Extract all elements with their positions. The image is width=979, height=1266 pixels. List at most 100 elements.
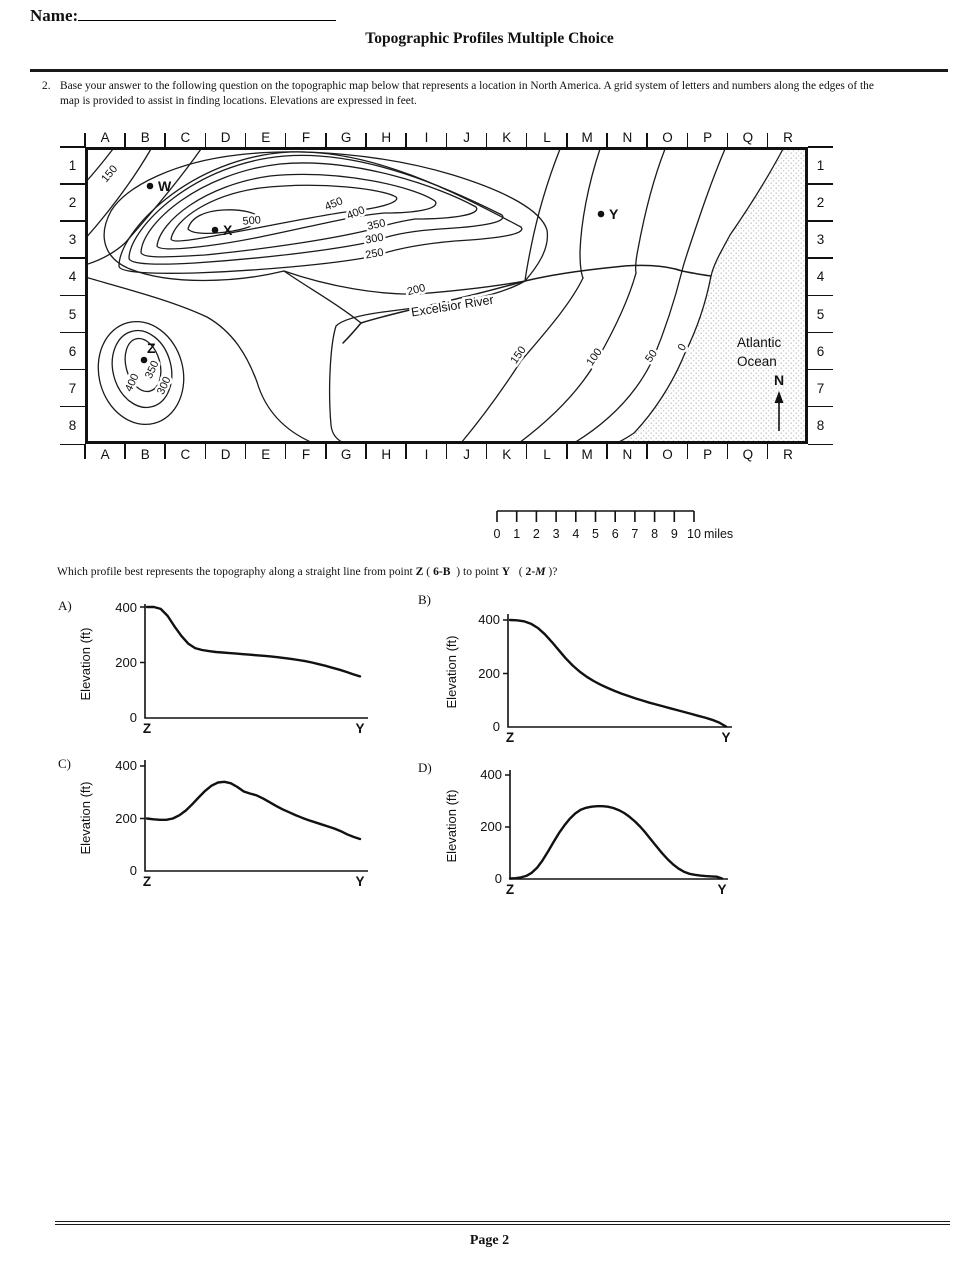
y-axis-label-d: Elevation (ft) — [444, 790, 459, 863]
scale-tick-label: 6 — [612, 527, 619, 541]
point-y-dot — [597, 210, 605, 218]
grid-letter: F — [284, 444, 326, 464]
question-prompt: Which profile best represents the topogr… — [57, 565, 558, 578]
profile-chart-b: B) Elevation (ft) 400 200 0 Z Y — [418, 592, 732, 745]
ocean-label-line2: Ocean — [737, 354, 777, 369]
option-label-d: D) — [418, 760, 432, 775]
option-label-b: B) — [418, 592, 431, 607]
scale-tick-label: 8 — [651, 527, 658, 541]
y-axis-label-c: Elevation (ft) — [78, 782, 93, 855]
contour-label-500: 500 — [242, 214, 261, 228]
ytick-0-c: 0 — [130, 863, 137, 878]
question-number: 2. — [42, 80, 51, 92]
question-intro-text: Base your answer to the following questi… — [60, 80, 874, 107]
scale-unit-label: miles — [704, 527, 733, 541]
scale-tick-label: 9 — [671, 527, 678, 541]
grid-number: 8 — [808, 405, 833, 444]
grid-number: 2 — [808, 183, 833, 221]
grid-number: 2 — [60, 183, 85, 221]
grid-letter: D — [204, 444, 246, 464]
scale-tick-label: 2 — [533, 527, 540, 541]
grid-letter: K — [485, 128, 527, 148]
grid-letter: A — [83, 444, 125, 464]
grid-letter: G — [325, 444, 366, 464]
grid-letter: I — [405, 444, 446, 464]
profile-chart-d: D) Elevation (ft) 400 200 0 Z Y — [418, 760, 728, 897]
ytick-400-d: 400 — [480, 767, 502, 782]
scale-bar: miles 0 1 2 3 4 5 6 7 8 9 10 — [494, 510, 733, 541]
ytick-400-a: 400 — [115, 600, 137, 615]
grid-letter: L — [525, 128, 567, 148]
contour-label-400-z: 400 — [123, 372, 142, 394]
contour-label-150-nw: 150 — [99, 163, 120, 185]
ytick-200-d: 200 — [480, 819, 502, 834]
grid-letter: P — [686, 444, 728, 464]
grid-number: 7 — [60, 368, 85, 407]
grid-letter: Q — [726, 444, 768, 464]
contour-label-250: 250 — [364, 247, 384, 262]
grid-number: 4 — [60, 257, 85, 295]
grid-letter: A — [83, 128, 125, 148]
ytick-200-a: 200 — [115, 655, 137, 670]
prompt-coord-y: 2- — [525, 565, 536, 578]
grid-letter: B — [124, 128, 165, 148]
xlabel-y-a: Y — [355, 721, 364, 736]
contour-label-300-z: 300 — [155, 375, 174, 397]
option-label-c: C) — [58, 756, 71, 771]
grid-number: 4 — [808, 257, 833, 295]
ytick-0-d: 0 — [495, 871, 502, 886]
xlabel-z-c: Z — [143, 874, 151, 889]
prompt-text: Which profile best represents the topogr… — [57, 565, 416, 578]
scale-tick-label: 5 — [592, 527, 599, 541]
grid-letter: J — [445, 444, 487, 464]
axes-b — [507, 614, 732, 728]
prompt-point-z: Z — [415, 565, 424, 578]
scale-tick-label: 1 — [513, 527, 520, 541]
grid-number: 8 — [60, 405, 85, 444]
profile-chart-a: A) Elevation (ft) 400 200 0 Z Y — [58, 598, 368, 736]
y-axis-label-a: Elevation (ft) — [78, 628, 93, 701]
grid-letter: R — [766, 444, 808, 464]
grid-letter: L — [525, 444, 567, 464]
grid-letter: E — [244, 128, 286, 148]
profile-chart-c: C) Elevation (ft) 400 200 0 Z Y — [58, 756, 368, 889]
topographic-map: 150 500 450 400 350 300 250 200 150 100 … — [85, 147, 808, 444]
grid-number: 5 — [60, 294, 85, 333]
axes-c — [144, 760, 368, 872]
grid-letter: J — [445, 128, 487, 148]
grid-letter: D — [204, 128, 246, 148]
contour-label-100: 100 — [584, 346, 604, 368]
grid-letter: H — [365, 128, 406, 148]
grid-number: 5 — [808, 294, 833, 333]
point-z-label: Z — [147, 340, 156, 356]
grid-letter: C — [164, 128, 205, 148]
scale-tick-label: 3 — [553, 527, 560, 541]
axes-a — [144, 604, 368, 719]
grid-number: 1 — [808, 145, 833, 184]
contour-label-150-east: 150 — [508, 344, 528, 366]
ytick-400-c: 400 — [115, 758, 137, 773]
grid-letter: H — [365, 444, 406, 464]
contour-label-200: 200 — [406, 282, 427, 298]
grid-letter: F — [284, 128, 326, 148]
header-rule — [30, 69, 948, 72]
axes-d — [509, 770, 728, 880]
point-z-dot — [140, 356, 148, 364]
profile-curve-d — [508, 805, 724, 880]
grid-letter: I — [405, 128, 446, 148]
grid-letter: O — [646, 444, 687, 464]
grid-letter: B — [124, 444, 165, 464]
ytick-200-b: 200 — [478, 666, 500, 681]
excelsior-river — [342, 264, 712, 344]
scale-tick-label: 7 — [631, 527, 638, 541]
grid-letter: N — [606, 444, 647, 464]
y-axis-label-b: Elevation (ft) — [444, 636, 459, 709]
river-label: Excelsior River — [410, 293, 495, 320]
grid-number: 1 — [60, 145, 85, 184]
page-title: Topographic Profiles Multiple Choice — [365, 30, 614, 47]
prompt-coord-z: 6-B — [433, 565, 451, 578]
profile-curve-b — [508, 618, 728, 728]
